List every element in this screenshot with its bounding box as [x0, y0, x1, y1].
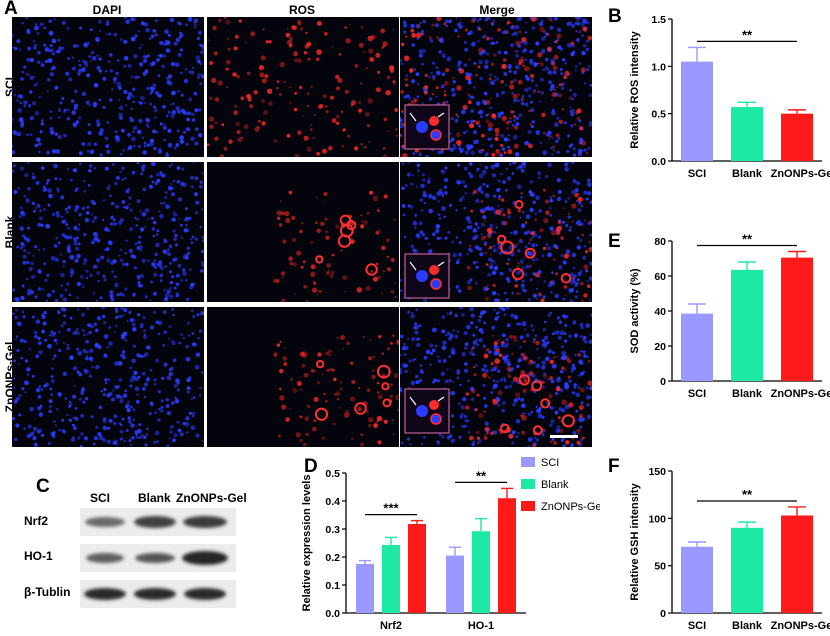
bar-blank	[731, 527, 763, 613]
x-tick-label: SCI	[688, 388, 706, 400]
chart-e-sod: E 0 20 40 60 80 SOD activity (%) SCI Blank ZnONPs…	[608, 231, 830, 400]
bar-sci	[681, 546, 713, 613]
band-ho1-blank	[135, 553, 175, 563]
blot-label-tubulin: β-Tublin	[24, 585, 71, 599]
micrograph-blank-ros	[207, 162, 399, 302]
significance-label: **	[476, 468, 487, 483]
blot-label-ho1: HO-1	[24, 549, 53, 563]
band-nrf2-sci	[85, 517, 125, 527]
x-tick-label: HO-1	[468, 620, 494, 632]
significance-label: **	[742, 232, 753, 247]
bar-ho-1-znonps-gel	[498, 498, 516, 613]
micrograph-blank-merge	[400, 162, 592, 302]
y-tick-label: 60	[654, 271, 666, 283]
micrograph-znonps-gel-merge	[400, 307, 592, 447]
band-tubulin-blank	[134, 588, 176, 600]
micrograph-sci-merge	[400, 17, 592, 157]
x-tick-label: Blank	[732, 168, 763, 180]
blot-lane-znonps-gel: ZnONPs-Gel	[176, 491, 247, 505]
panel-d-letter: D	[304, 456, 318, 477]
panel-f-letter: F	[608, 456, 620, 477]
bar-ho-1-blank	[472, 531, 490, 613]
blot-label-nrf2: Nrf2	[24, 514, 49, 528]
band-nrf2-blank	[134, 516, 176, 528]
y-axis-label: Relative expression levels	[301, 475, 313, 612]
y-tick-label: 40	[654, 306, 666, 318]
y-tick-label: 1.0	[651, 61, 666, 73]
y-axis-label: SOD activity (%)	[629, 268, 641, 353]
chart-f-gsh: F 0 50 100 150 Relative GSH intensity SCI Blank…	[608, 456, 830, 632]
y-tick-label: 100	[648, 513, 666, 525]
y-tick-label: 0.2	[325, 552, 340, 564]
panel-c-letter: C	[36, 476, 50, 497]
micrograph-sci-dapi	[12, 17, 204, 157]
y-tick-label: 0.5	[325, 468, 340, 480]
y-tick-label: 0.0	[651, 156, 666, 168]
y-tick-label: 80	[654, 236, 666, 248]
y-tick-label: 0	[660, 376, 666, 388]
bar-ho-1-sci	[446, 555, 464, 613]
micrograph-blank-dapi	[12, 162, 204, 302]
bar-nrf2-znonps-gel	[408, 523, 426, 613]
significance-label: **	[742, 487, 753, 502]
x-tick-label: Nrf2	[380, 620, 402, 632]
bar-znonps-gel	[781, 515, 813, 613]
column-header-merge: Merge	[479, 3, 515, 17]
bar-nrf2-sci	[356, 564, 374, 613]
micrograph-znonps-gel-dapi	[12, 307, 204, 447]
bar-blank	[731, 107, 763, 161]
y-axis-label: Relative ROS intensity	[629, 30, 641, 148]
legend-swatch-sci	[521, 457, 535, 467]
band-nrf2-znonps	[183, 516, 227, 528]
band-ho1-sci	[86, 553, 124, 563]
x-tick-label: ZnONPs-Gel	[771, 620, 830, 632]
significance-label: ***	[383, 501, 399, 516]
legend-label: ZnONPs-Gel	[541, 501, 600, 513]
panel-b-letter: B	[608, 6, 622, 27]
y-tick-label: 50	[654, 561, 666, 573]
x-tick-label: Blank	[732, 388, 763, 400]
y-tick-label: 150	[648, 466, 666, 478]
panel-e-letter: E	[608, 231, 621, 252]
column-header-dapi: DAPI	[92, 3, 122, 17]
bar-sci	[681, 313, 713, 381]
micrograph-sci-ros	[207, 17, 399, 157]
legend-label: Blank	[541, 479, 569, 491]
legend-swatch-znonps-gel	[521, 501, 535, 511]
x-tick-label: Blank	[732, 620, 763, 632]
column-header-ros: ROS	[288, 3, 315, 17]
bar-sci	[681, 61, 713, 161]
y-tick-label: 1.5	[651, 14, 666, 26]
bar-nrf2-blank	[382, 544, 400, 613]
band-tubulin-znonps	[184, 588, 226, 600]
y-tick-label: 0.1	[325, 580, 340, 592]
y-tick-label: 0	[660, 608, 666, 620]
blot-lane-blank: Blank	[138, 491, 171, 505]
bar-znonps-gel	[781, 113, 813, 161]
y-tick-label: 0.5	[651, 109, 666, 121]
bar-blank	[731, 269, 763, 381]
significance-label: **	[742, 27, 753, 42]
x-tick-label: ZnONPs-Gel	[771, 168, 830, 180]
x-tick-label: ZnONPs-Gel	[771, 388, 830, 400]
western-blot	[80, 508, 236, 608]
legend-label: SCI	[541, 457, 559, 469]
blot-lane-sci: SCI	[90, 491, 111, 505]
y-tick-label: 0.4	[325, 496, 340, 508]
bar-znonps-gel	[781, 257, 813, 381]
y-tick-label: 0.3	[325, 524, 340, 536]
chart-d-expression: D 0.0 0.1 0.2 0.3 0.4 0.5 Relative expression l…	[301, 456, 600, 632]
micrograph-znonps-gel-ros	[207, 307, 399, 447]
band-tubulin-sci	[84, 588, 126, 600]
legend-swatch-blank	[521, 479, 535, 489]
y-tick-label: 0.0	[325, 608, 340, 620]
y-tick-label: 20	[654, 341, 666, 353]
panel-a-letter: A	[4, 0, 18, 19]
x-tick-label: SCI	[688, 620, 706, 632]
y-axis-label: Relative GSH intensity	[629, 482, 641, 600]
band-ho1-znonps	[182, 551, 228, 565]
x-tick-label: SCI	[688, 168, 706, 180]
chart-b-ros: B 0.0 0.5 1.0 1.5 Relative ROS intensity SCI Bl…	[608, 6, 830, 180]
